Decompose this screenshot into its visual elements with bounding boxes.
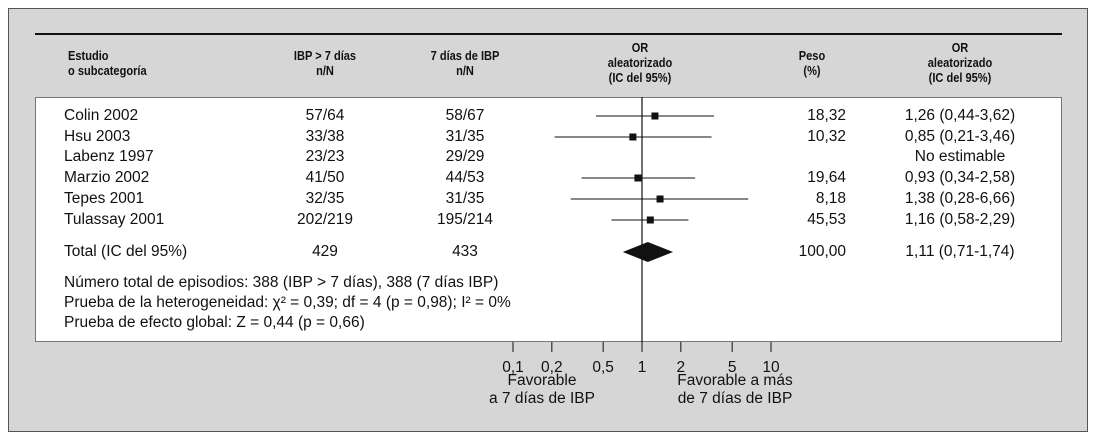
header-line: OR: [631, 40, 649, 55]
header-line: (%): [803, 63, 821, 78]
total-row-weight: 100,00: [798, 243, 846, 260]
header-weight: Peso (%): [778, 48, 846, 78]
study-row-weight: 45,53: [807, 211, 846, 228]
note-total-episodes: Número total de episodios: 388 (IBP > 7 …: [64, 274, 499, 291]
total-row-group1: 429: [312, 243, 338, 260]
header-group2: 7 días de IBP n/N: [418, 48, 512, 78]
study-row-or-ci: 0,93 (0,34-2,58): [904, 169, 1016, 186]
xlabel-line: Favorable a más: [677, 372, 793, 389]
study-row-weight: 18,32: [807, 107, 846, 124]
note-heterogeneity: Prueba de la heterogeneidad: χ² = 0,39; …: [64, 294, 511, 311]
xlabel-line: a 7 días de IBP: [489, 390, 595, 407]
total-row-or-ci: 1,11 (0,71-1,74): [905, 243, 1015, 260]
study-row-weight: 19,64: [807, 169, 846, 186]
study-row-or-ci: No estimable: [914, 148, 1006, 165]
note-overall-effect: Prueba de efecto global: Z = 0,44 (p = 0…: [64, 314, 365, 331]
study-row-group1: 32/35: [305, 190, 345, 207]
study-row-group1: 202/219: [296, 211, 354, 228]
study-row-or-ci: 1,38 (0,28-6,66): [904, 190, 1016, 207]
study-row-or-ci: 1,16 (0,58-2,29): [904, 211, 1016, 228]
study-row-name: Tepes 2001: [64, 190, 145, 207]
plot-panel: [35, 97, 1062, 342]
study-row-group2: 31/35: [445, 190, 485, 207]
study-row-name: Labenz 1997: [64, 148, 154, 165]
header-line: Peso: [798, 48, 826, 63]
study-row-group1: 57/64: [305, 107, 345, 124]
header-line: n/N: [456, 63, 474, 78]
study-row-group1: 33/38: [305, 128, 345, 145]
header-line: (IC del 95%): [928, 70, 992, 85]
header-study: Estudio o subcategoría: [68, 48, 147, 78]
header-line: aleatorizado: [927, 55, 993, 70]
study-row-weight: 10,32: [807, 128, 846, 145]
header-or-text: OR aleatorizado (IC del 95%): [909, 40, 1011, 85]
header-line: n/N: [316, 63, 334, 78]
study-row-name: Colin 2002: [64, 107, 139, 124]
header-or-plot: OR aleatorizado (IC del 95%): [589, 40, 691, 85]
study-row-name: Marzio 2002: [64, 169, 150, 186]
study-row-group2: 195/214: [436, 211, 494, 228]
study-row-name: Hsu 2003: [64, 128, 131, 145]
study-row-group1: 23/23: [305, 148, 345, 165]
study-row-or-ci: 0,85 (0,21-3,46): [904, 128, 1016, 145]
top-rule: [35, 33, 1062, 35]
header-line: IBP > 7 días: [293, 48, 357, 63]
header-line: (IC del 95%): [608, 70, 672, 85]
total-row-group2: 433: [452, 243, 478, 260]
study-row-weight: 8,18: [815, 190, 846, 207]
study-row-name: Tulassay 2001: [64, 211, 165, 228]
study-row-or-ci: 1,26 (0,44-3,62): [904, 107, 1016, 124]
header-line: o subcategoría: [68, 63, 147, 78]
header-line: OR: [951, 40, 969, 55]
xlabel-line: Favorable: [507, 372, 577, 389]
study-row-group2: 29/29: [445, 148, 485, 165]
xlabel-line: de 7 días de IBP: [677, 390, 793, 407]
header-line: aleatorizado: [607, 55, 673, 70]
study-row-group1: 41/50: [305, 169, 345, 186]
xlabel-right: Favorable a más de 7 días de IBP: [650, 372, 820, 408]
total-row-name: Total (IC del 95%): [64, 243, 188, 260]
study-row-group2: 31/35: [445, 128, 485, 145]
study-row-group2: 44/53: [445, 169, 485, 186]
xlabel-left: Favorable a 7 días de IBP: [462, 372, 622, 408]
study-row-group2: 58/67: [445, 107, 485, 124]
header-group1: IBP > 7 días n/N: [278, 48, 372, 78]
header-line: 7 días de IBP: [430, 48, 500, 63]
header-line: Estudio: [68, 48, 109, 63]
